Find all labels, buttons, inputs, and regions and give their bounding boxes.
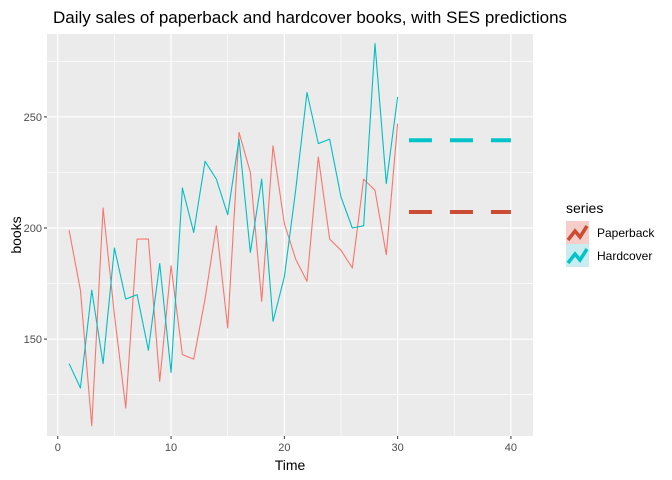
x-tick-label: 40 <box>505 442 517 454</box>
y-axis-title: books <box>8 216 24 253</box>
y-tick-label: 150 <box>24 334 42 346</box>
series-layer <box>68 43 399 427</box>
legend-label-paperback: Paperback <box>597 226 655 240</box>
series-line-paperback <box>68 123 399 427</box>
y-tick-label: 250 <box>24 112 42 124</box>
x-tick-label: 10 <box>165 442 177 454</box>
forecast-layer <box>408 138 511 214</box>
x-axis-title: Time <box>275 457 306 473</box>
legend-title: series <box>566 200 603 216</box>
series-line-hardcover <box>68 43 399 389</box>
legend: series Paperback Hardcover <box>566 200 655 267</box>
axes: 0 10 20 30 40 150 200 250 <box>24 112 517 454</box>
legend-key-paperback <box>566 225 589 242</box>
x-tick-label: 20 <box>278 442 290 454</box>
x-tick-label: 30 <box>391 442 403 454</box>
legend-label-hardcover: Hardcover <box>597 249 652 263</box>
y-tick-label: 200 <box>24 223 42 235</box>
legend-key-hardcover <box>566 248 589 265</box>
x-tick-label: 0 <box>55 442 61 454</box>
chart-title: Daily sales of paperback and hardcover b… <box>53 8 567 27</box>
